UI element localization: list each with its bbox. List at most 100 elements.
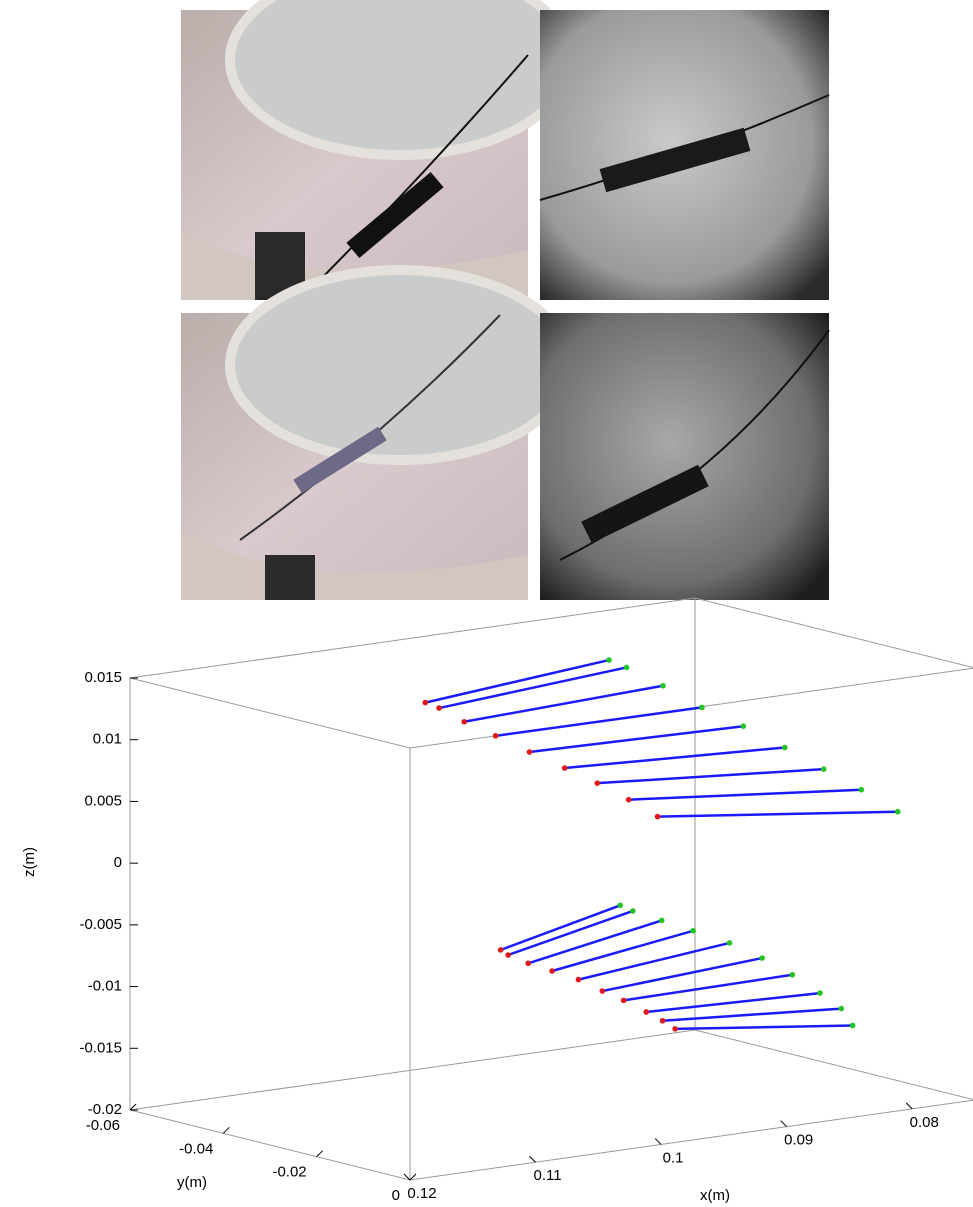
x-tick-label: 0.09	[784, 1132, 813, 1149]
endpoint	[630, 908, 636, 914]
endpoint	[643, 1009, 650, 1015]
endpoint	[594, 780, 601, 786]
y-tick-label: 0	[392, 1187, 400, 1204]
endpoint	[817, 990, 823, 996]
endpoint	[759, 955, 765, 961]
segment	[529, 724, 744, 754]
endpoint	[492, 733, 499, 739]
endpoint	[858, 786, 865, 793]
y-tick-label: -0.06	[86, 1117, 120, 1134]
endpoint	[658, 917, 665, 924]
box-edge	[129, 677, 411, 749]
endpoint	[526, 749, 533, 755]
segment	[507, 909, 634, 957]
segment	[564, 746, 785, 770]
endpoint	[422, 699, 429, 706]
segment	[597, 767, 824, 785]
x-tick-label: 0.11	[534, 1167, 562, 1184]
endpoint	[549, 968, 555, 974]
x-tick	[780, 1120, 788, 1128]
endpoint	[654, 813, 661, 820]
segment	[424, 658, 610, 704]
segment	[646, 991, 821, 1014]
z-tick-label: -0.01	[88, 978, 122, 995]
z-tick-label: -0.02	[88, 1101, 122, 1118]
x-tick	[654, 1138, 662, 1145]
box-edge	[409, 1099, 973, 1181]
photo-bottom-left	[181, 265, 575, 600]
box-edge	[694, 597, 973, 669]
endpoint	[617, 902, 624, 909]
box-edge	[694, 1029, 973, 1101]
x-tick-label: 0.1	[663, 1149, 684, 1166]
endpoint	[623, 664, 630, 671]
box-edge	[129, 1109, 411, 1181]
endpoint	[575, 976, 582, 983]
y-tick	[129, 1103, 137, 1111]
z-tick-label: 0	[114, 854, 122, 871]
segment	[628, 788, 862, 801]
endpoint	[525, 960, 532, 967]
endpoint	[625, 796, 632, 803]
endpoint	[690, 928, 696, 934]
y-tick	[222, 1126, 230, 1134]
segment	[602, 956, 763, 993]
endpoint	[461, 718, 467, 725]
z-tick-label: 0.01	[93, 731, 122, 748]
endpoint	[606, 657, 612, 663]
endpoint	[740, 723, 747, 730]
endpoint	[505, 952, 511, 958]
endpoint	[497, 947, 504, 953]
segment	[623, 973, 793, 1002]
endpoint	[599, 988, 606, 994]
endpoint	[699, 704, 705, 711]
segment	[662, 1007, 842, 1023]
segment	[675, 1024, 853, 1031]
box-edge	[129, 597, 696, 679]
segment	[500, 904, 621, 952]
segment	[438, 666, 627, 710]
z-tick-label: -0.005	[79, 916, 122, 933]
y-axis-label: y(m)	[177, 1174, 207, 1191]
x-tick	[403, 1173, 411, 1181]
x-tick	[529, 1155, 536, 1163]
endpoint	[726, 940, 733, 946]
endpoint	[436, 705, 442, 711]
z-tick-label: 0.005	[84, 792, 122, 809]
photo-top-right	[539, 10, 830, 300]
endpoint	[849, 1022, 856, 1029]
y-tick	[409, 1173, 417, 1181]
endpoint	[660, 682, 666, 689]
y-tick-label: -0.02	[272, 1164, 306, 1181]
y-tick	[316, 1150, 324, 1158]
x-tick-label: 0.08	[910, 1114, 939, 1131]
segment	[657, 810, 898, 818]
endpoint	[894, 808, 901, 815]
segment	[551, 929, 694, 973]
box-edge	[129, 1029, 696, 1111]
photo-bottom-right	[540, 313, 830, 600]
segment	[463, 684, 664, 724]
x-axis-label: x(m)	[700, 1187, 730, 1204]
endpoint	[781, 744, 788, 751]
endpoint	[820, 766, 827, 772]
z-axis-label: z(m)	[21, 847, 38, 877]
plot-3d: 0.0150.010.0050-0.005-0.01-0.015-0.02-0.…	[21, 597, 973, 1204]
segment	[578, 941, 730, 981]
segment	[527, 919, 663, 965]
z-tick-label: -0.015	[79, 1039, 122, 1056]
y-tick-label: -0.04	[179, 1140, 213, 1157]
x-tick	[905, 1102, 913, 1110]
endpoint	[561, 765, 568, 771]
photo-top-left	[181, 0, 575, 301]
endpoint	[838, 1005, 845, 1012]
endpoint	[672, 1026, 678, 1032]
endpoint	[789, 971, 796, 978]
endpoint	[659, 1017, 666, 1024]
segment	[495, 706, 703, 738]
endpoint	[620, 997, 627, 1004]
x-tick-label: 0.12	[407, 1185, 436, 1202]
z-tick-label: 0.015	[84, 669, 122, 686]
